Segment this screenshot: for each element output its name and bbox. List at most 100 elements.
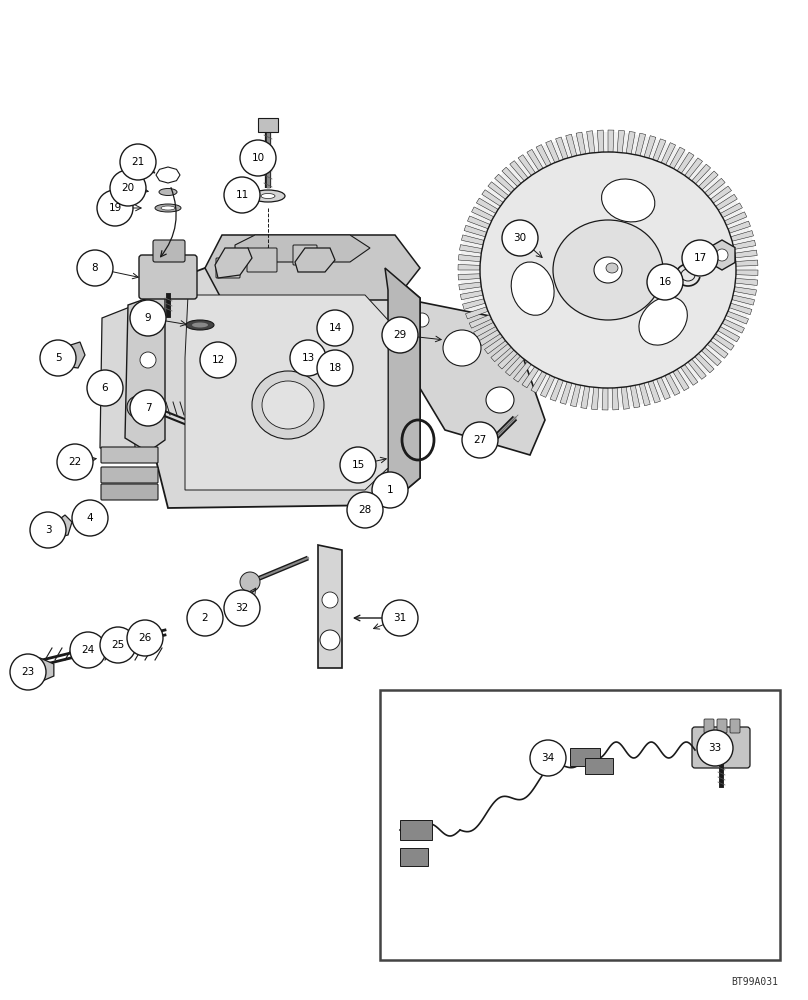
Polygon shape [661, 143, 675, 165]
Polygon shape [478, 330, 500, 346]
Polygon shape [617, 130, 625, 153]
Circle shape [372, 472, 408, 508]
Polygon shape [721, 203, 743, 218]
Polygon shape [462, 299, 485, 309]
Polygon shape [630, 385, 640, 408]
Ellipse shape [86, 515, 98, 525]
FancyBboxPatch shape [717, 719, 727, 733]
Polygon shape [644, 136, 656, 158]
Text: 2: 2 [202, 613, 208, 623]
Bar [400, 848, 428, 866]
Polygon shape [608, 130, 614, 152]
Polygon shape [680, 364, 698, 385]
Circle shape [240, 140, 276, 176]
Polygon shape [458, 274, 480, 280]
Polygon shape [491, 344, 511, 362]
Polygon shape [728, 221, 751, 233]
Polygon shape [718, 327, 739, 342]
Ellipse shape [161, 206, 175, 210]
Text: 3: 3 [44, 525, 52, 535]
Polygon shape [465, 307, 488, 319]
Polygon shape [541, 375, 555, 397]
Polygon shape [648, 381, 660, 403]
Ellipse shape [606, 263, 618, 273]
Ellipse shape [362, 505, 374, 515]
Circle shape [382, 600, 418, 636]
Polygon shape [235, 235, 370, 262]
Circle shape [317, 310, 353, 346]
Text: 34: 34 [541, 753, 554, 763]
Polygon shape [726, 311, 748, 324]
Circle shape [72, 500, 108, 536]
Polygon shape [295, 248, 335, 272]
Text: 28: 28 [359, 505, 372, 515]
Circle shape [30, 512, 66, 548]
Polygon shape [472, 207, 494, 221]
Polygon shape [26, 658, 54, 682]
Bar [570, 748, 600, 766]
Circle shape [317, 350, 353, 386]
Polygon shape [185, 295, 388, 490]
Circle shape [40, 340, 76, 376]
Polygon shape [639, 383, 650, 406]
FancyBboxPatch shape [139, 255, 197, 299]
FancyBboxPatch shape [293, 245, 317, 265]
Polygon shape [494, 174, 515, 193]
Bar [585, 758, 613, 774]
Circle shape [198, 608, 218, 628]
Polygon shape [502, 167, 521, 187]
Text: 13: 13 [301, 353, 314, 363]
Circle shape [87, 370, 123, 406]
FancyBboxPatch shape [216, 258, 240, 278]
Text: 32: 32 [235, 603, 249, 613]
Circle shape [10, 654, 46, 690]
Ellipse shape [251, 190, 285, 202]
Text: 1: 1 [387, 485, 393, 495]
Polygon shape [692, 164, 710, 184]
Polygon shape [100, 305, 135, 450]
Polygon shape [531, 371, 547, 393]
Text: 10: 10 [251, 153, 264, 163]
Polygon shape [695, 353, 714, 373]
Polygon shape [205, 235, 420, 300]
Text: 17: 17 [693, 253, 707, 263]
Text: 18: 18 [328, 363, 342, 373]
Circle shape [127, 396, 149, 418]
Ellipse shape [261, 194, 275, 198]
Polygon shape [550, 379, 563, 401]
Bar [400, 820, 432, 840]
Polygon shape [488, 182, 508, 199]
Polygon shape [602, 388, 608, 410]
FancyBboxPatch shape [692, 727, 750, 768]
Polygon shape [684, 158, 702, 178]
Ellipse shape [601, 179, 654, 222]
Circle shape [224, 590, 260, 626]
Polygon shape [410, 300, 545, 455]
Polygon shape [657, 377, 671, 400]
Text: 23: 23 [21, 667, 35, 677]
Polygon shape [560, 382, 572, 404]
Circle shape [127, 620, 163, 656]
Polygon shape [707, 341, 728, 358]
Polygon shape [688, 359, 706, 379]
Circle shape [340, 447, 376, 483]
Text: 27: 27 [473, 435, 486, 445]
Circle shape [320, 630, 340, 650]
Polygon shape [673, 369, 689, 391]
Circle shape [530, 740, 566, 776]
Polygon shape [513, 362, 532, 382]
Circle shape [97, 190, 133, 226]
Text: 29: 29 [393, 330, 406, 340]
Polygon shape [725, 212, 747, 225]
FancyBboxPatch shape [101, 484, 158, 500]
Text: 21: 21 [132, 157, 145, 167]
Polygon shape [460, 245, 482, 253]
Polygon shape [461, 235, 484, 245]
Circle shape [100, 627, 136, 663]
Ellipse shape [155, 204, 181, 212]
Circle shape [290, 340, 326, 376]
Polygon shape [716, 194, 737, 210]
Circle shape [140, 407, 156, 423]
Ellipse shape [186, 320, 214, 330]
Polygon shape [626, 131, 635, 154]
